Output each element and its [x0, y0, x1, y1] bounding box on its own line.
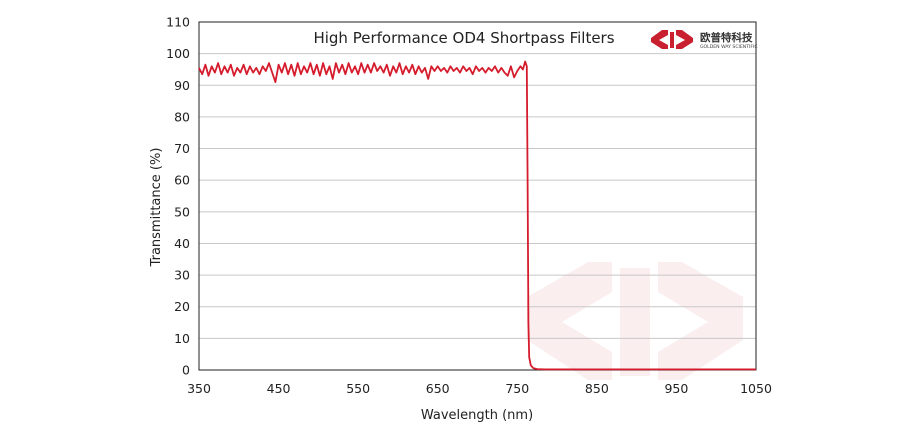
x-tick-label: 550	[346, 381, 370, 396]
transmittance-curve	[198, 60, 756, 371]
x-tick-label: 1050	[740, 381, 772, 396]
y-tick-label: 60	[174, 173, 190, 188]
logo-mark-left	[651, 30, 668, 49]
x-tick-label: 350	[187, 381, 211, 396]
y-tick-label: 80	[174, 109, 190, 124]
y-tick-label: 0	[182, 363, 190, 378]
logo-mark-center	[670, 32, 674, 48]
logo-mark-right	[676, 30, 693, 49]
logo-english-text: GOLDEN WAY SCIENTIFIC	[700, 44, 758, 50]
watermark-shape-left	[527, 262, 612, 380]
y-tick-label: 90	[174, 78, 190, 93]
y-axis-label: Transmittance (%)	[149, 148, 164, 268]
x-tick-label: 650	[426, 381, 450, 396]
y-tick-label: 40	[174, 236, 190, 251]
x-axis: 350 450 550 650 750 850 950 1050	[187, 381, 772, 396]
y-tick-label: 30	[174, 268, 190, 283]
y-tick-label: 100	[166, 46, 190, 61]
y-tick-label: 50	[174, 204, 190, 219]
x-tick-label: 450	[267, 381, 291, 396]
y-axis: 0 10 20 30 40 50 60 70 80 90 100 110	[166, 15, 190, 378]
x-tick-label: 850	[585, 381, 609, 396]
watermark-shape-center	[620, 268, 650, 376]
x-axis-label: Wavelength (nm)	[421, 408, 533, 423]
y-tick-label: 10	[174, 331, 190, 346]
watermark-shape-right	[658, 262, 743, 380]
y-tick-label: 20	[174, 299, 190, 314]
gridlines	[199, 53, 756, 339]
watermark-logo	[527, 262, 743, 380]
chart-title: High Performance OD4 Shortpass Filters	[313, 29, 614, 47]
y-tick-label: 110	[166, 15, 190, 30]
logo-chinese-text: 欧普特科技	[700, 31, 753, 44]
x-tick-label: 950	[664, 381, 688, 396]
x-tick-label: 750	[505, 381, 529, 396]
brand-logo: 欧普特科技 GOLDEN WAY SCIENTIFIC	[651, 30, 758, 50]
plot-frame	[198, 21, 757, 371]
y-tick-label: 70	[174, 141, 190, 156]
